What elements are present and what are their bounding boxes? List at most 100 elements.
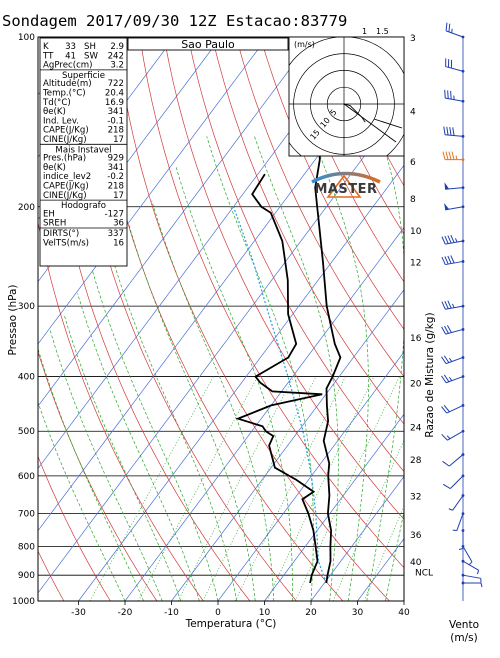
wind-barb <box>444 89 465 103</box>
hodo-shear-vector <box>373 118 403 129</box>
moist-adiabat <box>151 200 275 601</box>
index-label: CINE(J/Kg) <box>43 135 87 145</box>
mixing-ratio-tick-label: 12 <box>410 258 421 268</box>
index-label: indice_lev2 <box>43 172 91 182</box>
logo-arc <box>311 171 381 184</box>
moist-adiabat <box>254 136 339 601</box>
isotherm <box>451 37 500 601</box>
p-tick-label: 1000 <box>12 597 35 607</box>
plot-frame <box>37 36 405 602</box>
wind-barb <box>444 182 465 190</box>
wind-barb <box>441 404 465 414</box>
p-tick-label: 300 <box>18 302 35 312</box>
wind-barb <box>441 234 465 245</box>
mixing-ratio-tick-label: 6 <box>410 158 416 168</box>
x-tick-label: 30 <box>352 608 364 618</box>
station-frame <box>127 37 289 51</box>
wind-label: Vento <box>449 619 479 631</box>
hodo-ring-label: 5 <box>329 108 339 118</box>
x-tick-label: -30 <box>71 608 86 618</box>
index-label: Altitude(m) <box>43 79 92 89</box>
hodo-storm-vector <box>343 103 397 143</box>
ncl-label: NCL <box>415 568 433 578</box>
wind-barb <box>461 573 482 583</box>
isotherm <box>310 475 404 601</box>
index-value: 17 <box>113 135 124 145</box>
station-box: Sao Paulo <box>127 37 289 51</box>
mixing-ratio-line <box>138 376 258 601</box>
p-tick-label: 800 <box>18 542 35 552</box>
mixing-ratio-line <box>295 376 400 601</box>
x-tick-label: 20 <box>305 608 317 618</box>
index-label: θe(K) <box>43 107 66 117</box>
index-label: TT <box>42 51 54 61</box>
isotherm <box>171 289 404 601</box>
section-header: Mais Instavel <box>55 145 111 155</box>
index-value: 218 <box>108 182 124 192</box>
index-value: 242 <box>108 51 124 61</box>
p-tick-label: 200 <box>18 203 35 213</box>
moist-adiabat <box>92 270 219 601</box>
x-tick-label: 40 <box>398 608 410 618</box>
hodo-ring <box>326 86 362 122</box>
index-value: 218 <box>108 126 124 136</box>
wind-barb <box>444 203 465 211</box>
mixing-ratio-tick-label: 28 <box>410 456 422 466</box>
wind-barb <box>441 429 465 441</box>
mixing-ratio-line <box>202 376 317 601</box>
wind-barb <box>461 559 480 575</box>
hodo-ring <box>310 70 378 138</box>
index-label: Ind. Lev. <box>43 116 79 126</box>
isotherm <box>124 226 404 601</box>
p-tick-label: 900 <box>18 571 35 581</box>
index-value: -0.2 <box>107 172 124 182</box>
dry-adiabat <box>429 37 500 601</box>
index-value: 16 <box>113 238 124 248</box>
dry-adiabat <box>453 37 500 601</box>
master-logo: MASTER <box>311 171 381 198</box>
index-value: 337 <box>108 229 124 239</box>
index-value: 341 <box>108 163 124 173</box>
index-label: K <box>43 42 49 52</box>
hodograph-top-label-2: 1.5 <box>376 27 389 36</box>
x-tick-label: -10 <box>164 608 179 618</box>
index-label: DIRTS(°) <box>43 229 79 239</box>
wind-barbs <box>441 22 483 601</box>
mixing-ratio-tick-label: 16 <box>410 334 422 344</box>
wind-barb <box>441 355 465 365</box>
index-label: CAPE(J/Kg) <box>43 182 89 192</box>
isotherm <box>38 37 268 345</box>
mixing-ratio-tick-label: 8 <box>410 195 416 205</box>
moist-adiabat <box>366 136 404 601</box>
dewpoint-line <box>235 173 323 584</box>
section-header: Hodografo <box>61 201 106 211</box>
wind-barb <box>461 581 483 588</box>
index-value: 17 <box>113 191 124 201</box>
index-label: EH <box>43 209 55 219</box>
index-value: 20.4 <box>105 89 124 99</box>
moist-adiabat <box>206 136 314 601</box>
index-label: SREH <box>43 219 66 229</box>
index-label: CAPE(J/Kg) <box>43 126 89 136</box>
index-label: SW <box>84 51 98 61</box>
x-tick-label: -20 <box>118 608 133 618</box>
moist-adiabat <box>312 136 369 601</box>
mixing-ratio-line <box>89 376 214 601</box>
hodo-ring <box>293 53 395 155</box>
index-value: 3.2 <box>110 61 124 71</box>
moist-adiabat <box>110 251 237 601</box>
dry-adiabat <box>477 37 500 601</box>
wind-barb <box>442 453 465 467</box>
x-tick-label: 0 <box>215 608 221 618</box>
station-name: Sao Paulo <box>181 38 235 51</box>
moist-adiabat <box>38 401 126 601</box>
wind-barb <box>461 544 473 566</box>
moist-adiabat <box>128 224 256 601</box>
moist-adiabat <box>175 166 293 601</box>
logo-triangle <box>326 174 362 198</box>
moist-adiabat <box>77 293 200 601</box>
wind-barb <box>441 300 465 310</box>
